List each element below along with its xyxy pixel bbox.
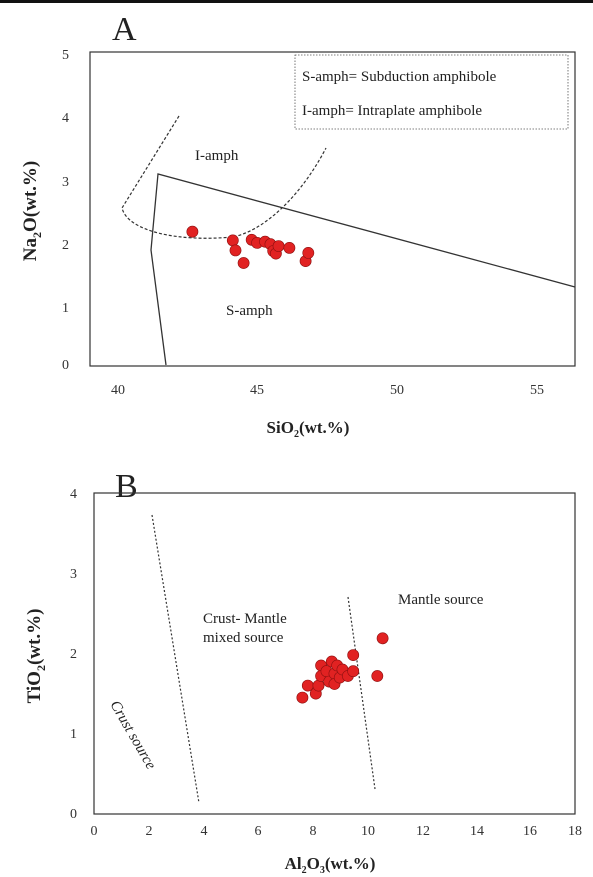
x-tick-label: 55 <box>530 383 544 398</box>
data-point <box>347 649 360 661</box>
i-amph-label: I-amph <box>195 148 239 164</box>
chart-b-plot-frame <box>93 492 576 815</box>
chart-a-legend-line: I-amph= Intraplate amphibole <box>302 103 482 119</box>
x-tick-label: 50 <box>390 383 404 398</box>
data-point <box>302 246 315 259</box>
y-tick-label: 2 <box>70 647 77 662</box>
crust-mixed-boundary-line <box>151 514 200 804</box>
y-tick-label: 1 <box>62 301 69 316</box>
data-point <box>226 234 239 247</box>
chart-b-points <box>296 632 389 704</box>
chart-a-legend-box <box>294 54 569 130</box>
chart-a-y-ticks: 0 1 2 3 4 5 <box>62 48 69 373</box>
y-tick-label: 5 <box>62 48 69 63</box>
i-amph-boundary-curve <box>121 115 327 239</box>
data-point <box>296 691 309 704</box>
top-border-line <box>0 0 593 3</box>
y-tick-label: 0 <box>62 358 69 373</box>
chart-a-title: A <box>112 11 137 48</box>
x-tick-label: 18 <box>568 824 582 839</box>
data-point <box>237 257 250 269</box>
mantle-source-label: Mantle source <box>398 592 484 608</box>
chart-a-x-axis-label: SiO2(wt.%) <box>267 418 350 440</box>
data-point <box>371 670 384 682</box>
y-tick-label: 3 <box>62 175 69 190</box>
y-tick-label: 1 <box>70 727 77 742</box>
y-tick-label: 2 <box>62 238 69 253</box>
crust-source-label: Crust source <box>107 698 159 773</box>
data-point <box>283 241 296 254</box>
chart-b-x-ticks: 0 2 4 6 8 10 12 14 16 18 <box>91 824 583 839</box>
x-tick-label: 16 <box>523 824 537 839</box>
chart-b-x-axis-label: Al2O3(wt.%) <box>285 854 376 876</box>
s-amph-boundary-line <box>150 173 576 366</box>
chart-a-x-ticks: 40 45 50 55 <box>111 383 544 398</box>
data-point <box>272 240 285 252</box>
y-tick-label: 4 <box>62 111 69 126</box>
mixed-mantle-boundary-line <box>347 596 376 790</box>
data-point <box>376 632 389 645</box>
chart-a-points <box>186 225 315 269</box>
y-tick-label: 0 <box>70 807 77 822</box>
y-tick-label: 3 <box>70 567 77 582</box>
y-tick-label: 4 <box>70 487 77 502</box>
chart-b-y-axis-label: TiO2(wt.%) <box>24 609 48 704</box>
data-point <box>347 665 360 678</box>
x-tick-label: 12 <box>416 824 430 839</box>
data-point <box>186 225 199 238</box>
x-tick-label: 2 <box>146 824 153 839</box>
x-tick-label: 10 <box>361 824 375 839</box>
mixed-source-label: mixed source <box>203 630 284 646</box>
chart-b-y-ticks: 0 1 2 3 4 <box>70 487 77 822</box>
data-point <box>229 244 242 257</box>
x-tick-label: 6 <box>255 824 262 839</box>
chart-a-legend-line: S-amph= Subduction amphibole <box>302 69 497 85</box>
x-tick-label: 0 <box>91 824 98 839</box>
chart-a-plot-frame <box>89 51 576 367</box>
x-tick-label: 4 <box>201 824 208 839</box>
x-tick-label: 8 <box>310 824 317 839</box>
chart-b-title: B <box>115 468 138 505</box>
chart-b: B Crust source Crust- Mantle mixed sourc… <box>24 468 582 876</box>
x-tick-label: 14 <box>470 824 484 839</box>
chart-a-legend: S-amph= Subduction amphibole I-amph= Int… <box>294 54 569 130</box>
s-amph-label: S-amph <box>226 303 273 319</box>
chart-a-y-axis-label: Na2O(wt.%) <box>20 161 44 261</box>
chart-a: A I-amph S-amph S-amph= Subduction amphi… <box>20 11 576 440</box>
x-tick-label: 45 <box>250 383 264 398</box>
x-tick-label: 40 <box>111 383 125 398</box>
crust-mantle-label: Crust- Mantle <box>203 611 287 627</box>
